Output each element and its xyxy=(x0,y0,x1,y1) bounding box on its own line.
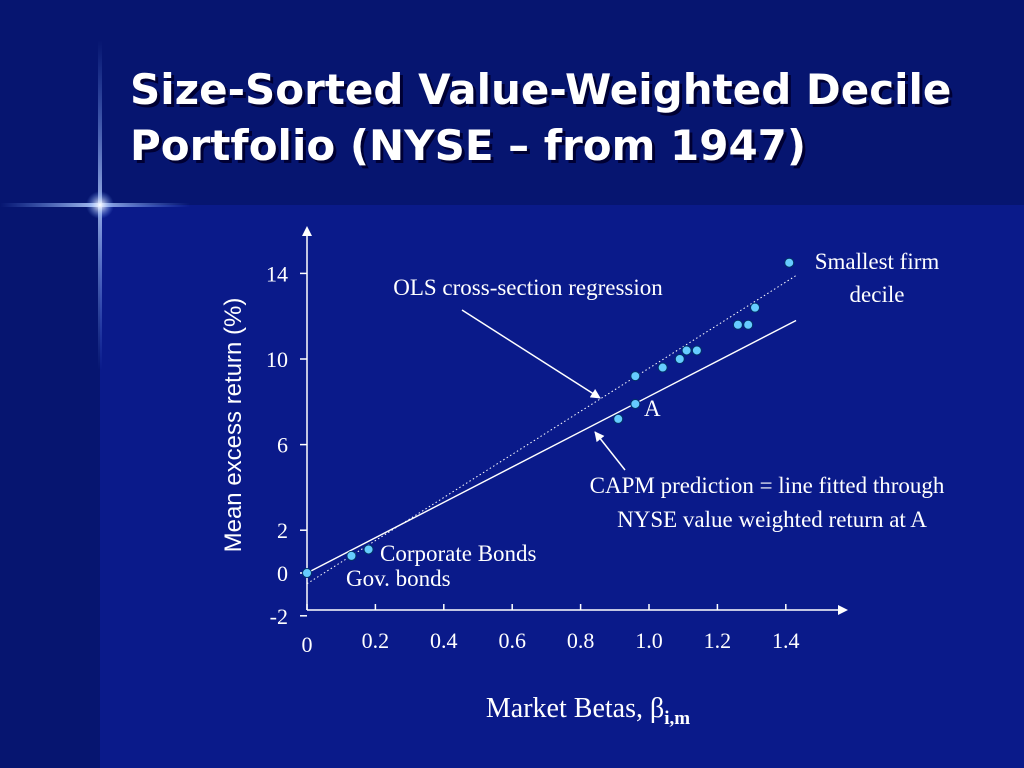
capm-arrow xyxy=(594,431,626,471)
y-ticks: -2 0 2 6 10 14 xyxy=(266,261,307,629)
ols-regression-line xyxy=(306,275,797,585)
data-point xyxy=(691,345,702,356)
x-axis-arrow-icon xyxy=(838,605,848,615)
capm-prediction-line xyxy=(306,319,797,574)
y-tick-label: 0 xyxy=(277,561,288,586)
point-a-label: A xyxy=(644,396,661,421)
data-points xyxy=(302,257,795,578)
data-point xyxy=(674,354,685,364)
data-point xyxy=(630,371,641,382)
y-tick-label: -2 xyxy=(270,604,288,629)
annotations: Smallest firm decile OLS cross-section r… xyxy=(346,249,945,591)
corporate-bonds-label: Corporate Bonds xyxy=(380,541,537,566)
x-tick-label: 0.2 xyxy=(362,628,390,653)
smallest-firm-label-line-2: decile xyxy=(850,282,905,307)
slide-title: Size-Sorted Value-Weighted Decile Portfo… xyxy=(130,62,990,174)
y-tick-label: 10 xyxy=(266,347,288,372)
x-tick-label: 1.0 xyxy=(635,628,663,653)
y-axis-arrow-icon xyxy=(302,226,312,236)
header-band xyxy=(0,0,1024,205)
x-axis-title-subscript: i,m xyxy=(664,708,690,729)
data-point xyxy=(363,544,374,555)
x-tick-label: 0.8 xyxy=(567,628,595,653)
x-tick-label: 1.2 xyxy=(704,628,732,653)
data-point xyxy=(784,257,795,268)
x-tick-label: 0.6 xyxy=(498,628,526,653)
y-axis-title: Mean excess return (%) xyxy=(220,298,247,553)
data-point xyxy=(732,319,743,330)
y-tick-label: 14 xyxy=(266,261,288,286)
data-point xyxy=(630,398,641,409)
smallest-firm-label-line-1: Smallest firm xyxy=(815,249,940,274)
data-point xyxy=(613,413,624,424)
data-point xyxy=(346,550,357,561)
x-axis-title: Market Betas, βi,m xyxy=(486,693,690,729)
title-line-2: Portfolio (NYSE – from 1947) xyxy=(130,121,807,170)
data-point xyxy=(750,302,761,313)
x-axis-title-text: Market Betas, xyxy=(486,693,650,724)
data-point xyxy=(681,345,692,356)
x-tick-label: 0 xyxy=(302,632,313,657)
y-tick-label: 2 xyxy=(277,518,288,543)
sparkle-icon xyxy=(86,191,114,219)
gov-bonds-label: Gov. bonds xyxy=(346,566,451,591)
capm-label-line-2: NYSE value weighted return at A xyxy=(617,507,927,532)
data-point xyxy=(743,319,754,330)
title-line-1: Size-Sorted Value-Weighted Decile xyxy=(130,65,952,114)
y-tick-label: 6 xyxy=(277,433,288,458)
capm-label-line-1: CAPM prediction = line fitted through xyxy=(590,473,945,498)
fit-lines xyxy=(306,275,797,585)
x-tick-label: 0.4 xyxy=(430,628,458,653)
x-tick-label: 1.4 xyxy=(772,628,800,653)
axes xyxy=(302,226,848,615)
left-band xyxy=(0,205,100,768)
ols-regression-label: OLS cross-section regression xyxy=(393,275,663,300)
x-ticks: 0 0.2 0.4 0.6 0.8 1.0 1.2 1.4 xyxy=(302,604,800,657)
data-point xyxy=(302,568,312,578)
beta-symbol: β xyxy=(650,693,664,724)
ols-arrow xyxy=(461,309,601,399)
data-point xyxy=(657,362,668,373)
